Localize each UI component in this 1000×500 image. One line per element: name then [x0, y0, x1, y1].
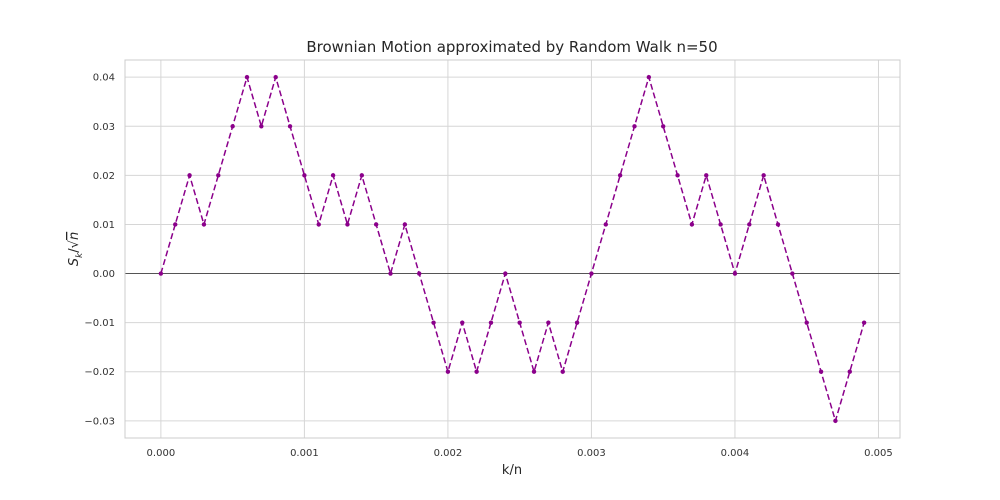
x-tick-label: 0.005: [864, 448, 893, 459]
x-tick-label: 0.000: [147, 448, 176, 459]
data-point: [302, 173, 307, 178]
x-tick-label: 0.003: [577, 448, 606, 459]
chart-title: Brownian Motion approximated by Random W…: [306, 38, 717, 56]
x-axis-label: k/n: [502, 463, 522, 478]
data-point: [632, 124, 637, 129]
data-point: [589, 271, 594, 276]
data-point: [660, 124, 666, 129]
data-point: [345, 222, 350, 227]
data-point: [517, 320, 522, 325]
data-point: [330, 173, 336, 178]
plot-background: [125, 60, 900, 438]
data-point: [574, 320, 580, 325]
data-point: [359, 173, 365, 178]
data-point: [316, 222, 321, 227]
data-point: [761, 173, 766, 178]
plot-frame: [124, 59, 901, 439]
y-tick-label: 0.00: [93, 269, 115, 280]
x-tick-label: 0.002: [434, 448, 463, 459]
data-point: [460, 320, 465, 325]
data-point: [201, 222, 207, 227]
series-line: [160, 74, 865, 424]
data-point: [244, 74, 250, 80]
data-point: [373, 222, 379, 227]
data-point: [273, 74, 278, 80]
data-point: [173, 222, 178, 227]
data-point: [445, 369, 451, 374]
data-point: [646, 74, 652, 80]
y-tick-labels: −0.03 −0.02 −0.01 0.00 0.01 0.02 0.03 0.04: [84, 73, 115, 428]
y-tick-label: 0.01: [93, 220, 115, 231]
data-point: [747, 222, 752, 227]
data-point: [488, 320, 494, 325]
data-point: [259, 124, 264, 129]
series-points: [158, 74, 867, 424]
data-point: [546, 320, 551, 325]
data-point: [847, 369, 852, 374]
data-point: [503, 271, 508, 276]
data-point: [187, 173, 192, 178]
data-point: [833, 418, 838, 424]
data-point: [158, 271, 164, 276]
data-point: [431, 320, 436, 325]
data-point: [216, 173, 221, 178]
data-point: [775, 222, 781, 227]
y-tick-label: 0.02: [93, 171, 115, 182]
data-point: [474, 369, 479, 374]
y-tick-label: −0.01: [84, 318, 115, 329]
data-point: [818, 369, 824, 374]
data-point: [560, 369, 565, 374]
data-point: [732, 271, 738, 276]
data-point: [704, 173, 709, 178]
data-point: [603, 222, 608, 227]
y-tick-label: −0.03: [84, 416, 115, 427]
data-point: [689, 222, 695, 227]
data-point: [718, 222, 723, 227]
y-tick-label: −0.02: [84, 367, 115, 378]
x-tick-labels: 0.000 0.001 0.002 0.003 0.004 0.005: [147, 448, 893, 459]
x-tick-label: 0.004: [721, 448, 750, 459]
data-point: [230, 124, 235, 129]
data-point: [402, 222, 408, 227]
data-point: [388, 271, 393, 276]
data-point: [675, 173, 680, 178]
data-point: [287, 124, 293, 129]
data-point: [790, 271, 795, 276]
data-point: [531, 369, 537, 374]
y-tick-label: 0.04: [93, 73, 115, 84]
data-point: [617, 173, 623, 178]
y-axis-label: Sk/√n: [67, 232, 85, 266]
data-point: [804, 320, 809, 325]
data-point: [861, 320, 867, 325]
data-point: [417, 271, 422, 276]
y-tick-label: 0.03: [93, 122, 115, 133]
x-tick-label: 0.001: [290, 448, 319, 459]
